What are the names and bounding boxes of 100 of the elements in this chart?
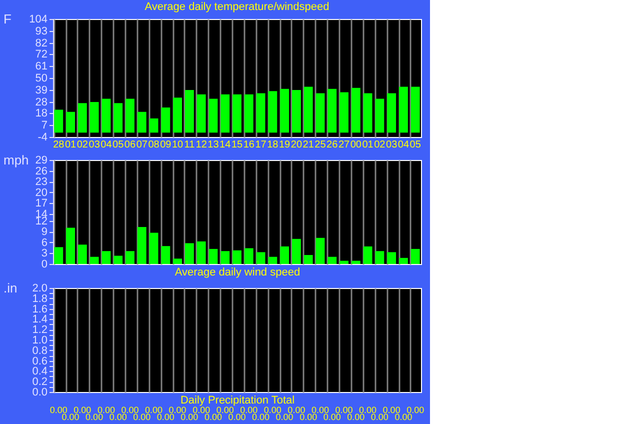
y-tick-label: 2.0 (32, 282, 48, 294)
x-tick-label: 17 (255, 140, 267, 150)
y-tick-label: 0.0 (32, 386, 48, 398)
y-tick-label: 29 (35, 154, 48, 166)
bar (161, 246, 170, 264)
bar (90, 102, 99, 133)
bar (387, 93, 396, 133)
data-label: 0.00 (370, 412, 388, 422)
data-label: 0.00 (121, 405, 139, 415)
bar (220, 94, 230, 133)
x-tick-label: 27 (338, 140, 350, 150)
x-tick-label: 21 (302, 140, 314, 150)
data-label: 0.00 (192, 405, 210, 415)
y-tick-label: 20 (35, 186, 48, 199)
bar (268, 91, 278, 133)
bar (316, 93, 325, 133)
data-label: 0.00 (323, 412, 341, 422)
x-tick-label: 18 (267, 140, 279, 150)
data-label: 0.00 (86, 412, 104, 422)
x-axis-title: Daily Precipitation Total (180, 394, 295, 406)
data-label: 0.00 (311, 405, 329, 415)
y-tick-label: 18 (35, 107, 48, 120)
bar (149, 232, 158, 264)
bar (292, 238, 301, 264)
bar (363, 246, 372, 264)
bar (256, 93, 266, 133)
x-tick-label: 12 (196, 140, 208, 150)
bar (410, 248, 420, 264)
x-tick-label: 15 (231, 140, 243, 150)
data-label: 0.00 (74, 405, 92, 415)
x-tick-label: 07 (136, 140, 148, 150)
x-tick-label: 04 (398, 140, 410, 150)
y-tick-label: 0.6 (32, 355, 48, 368)
y-tick-label: 28 (35, 96, 48, 109)
bar (268, 256, 278, 264)
bar (196, 241, 206, 264)
data-label: 0.00 (264, 405, 282, 415)
bar (351, 88, 360, 133)
bar (173, 98, 182, 133)
bar (126, 251, 134, 264)
data-label: 0.00 (347, 412, 365, 422)
x-tick-label: 00 (350, 140, 362, 150)
bar (340, 92, 348, 133)
x-tick-label: 03 (88, 140, 100, 150)
y-tick-label: 12 (35, 215, 48, 228)
y-tick-label: 17 (35, 198, 48, 210)
y-tick-label: 3 (41, 248, 48, 260)
bar (161, 108, 170, 133)
bar (54, 247, 64, 264)
data-label: 0.00 (228, 412, 246, 422)
data-label: 0.00 (240, 405, 258, 415)
bar (137, 112, 146, 133)
bar (328, 256, 337, 264)
bar (114, 256, 123, 264)
bar (244, 248, 254, 264)
y-tick-label: 1.8 (32, 292, 48, 305)
bar (399, 258, 408, 264)
bar (375, 98, 384, 133)
x-tick-label: 09 (160, 140, 172, 150)
y-tick-label: 93 (35, 26, 48, 38)
data-label: 0.00 (204, 412, 222, 422)
x-axis-title: Average daily wind speed (174, 266, 300, 278)
data-label: 0.00 (300, 412, 318, 422)
x-tick-label: 20 (290, 140, 302, 150)
x-tick-label: 13 (208, 140, 220, 150)
y-tick-label: 1.6 (32, 303, 48, 316)
data-label: 0.00 (62, 412, 80, 422)
y-tick-label: 1.0 (32, 334, 48, 346)
bar (149, 118, 158, 133)
data-label: 0.00 (50, 405, 68, 415)
bar (208, 248, 218, 264)
y-tick-label: 82 (35, 38, 48, 50)
data-label: 0.00 (216, 405, 234, 415)
bar (292, 90, 301, 133)
bar (304, 255, 313, 264)
bar (102, 251, 111, 264)
bar (410, 86, 420, 133)
chart-title: Average daily temperature/windspeed (144, 1, 330, 13)
data-label: 0.00 (168, 405, 186, 415)
data-label: 0.00 (406, 405, 424, 415)
data-label: 0.00 (180, 412, 198, 422)
bar (387, 252, 396, 264)
bar (102, 98, 111, 133)
x-tick-label: 11 (184, 140, 196, 150)
data-label: 0.00 (156, 412, 174, 422)
x-tick-label: 06 (124, 140, 136, 150)
bar (208, 98, 218, 133)
y-tick-label: 9 (41, 226, 48, 238)
bar (137, 227, 146, 264)
x-tick-label: 26 (326, 140, 338, 150)
y-tick-label: 61 (35, 60, 48, 72)
data-label: 0.00 (382, 405, 400, 415)
x-tick-label: 10 (172, 140, 184, 150)
data-label: 0.00 (145, 405, 163, 415)
y-tick-label: 23 (35, 176, 48, 188)
bar (363, 93, 372, 133)
y-tick-label: 26 (35, 165, 48, 178)
data-label: 0.00 (359, 405, 377, 415)
bar (244, 94, 254, 133)
bar (114, 103, 123, 133)
